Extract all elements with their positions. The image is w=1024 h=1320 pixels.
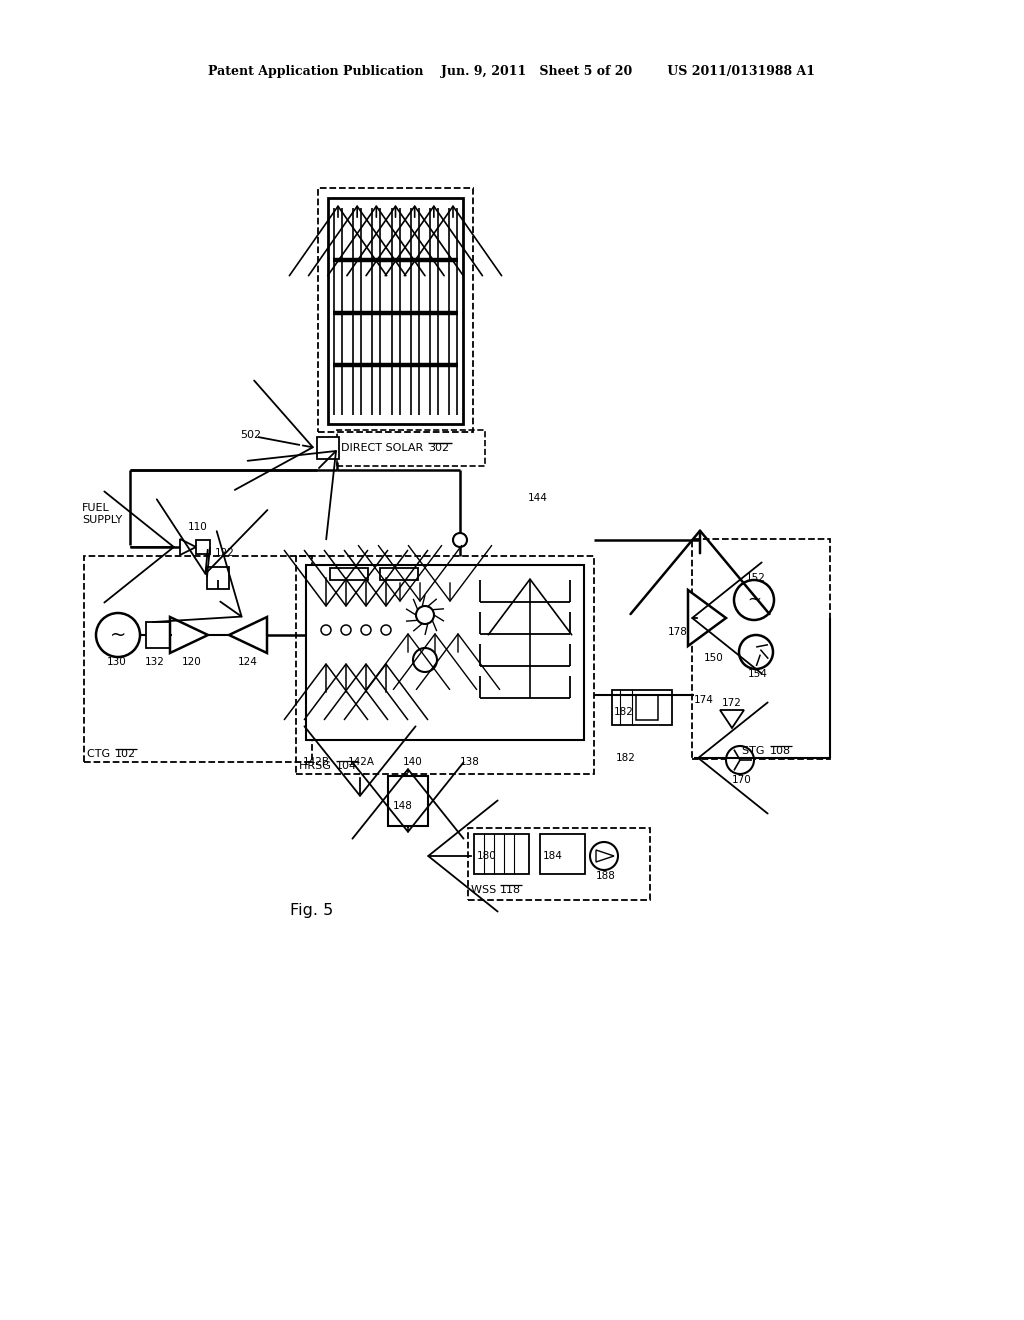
Text: Patent Application Publication    Jun. 9, 2011   Sheet 5 of 20        US 2011/01: Patent Application Publication Jun. 9, 2… (209, 66, 815, 78)
Text: 182: 182 (616, 752, 636, 763)
Bar (337, 430, 485, 466)
Text: FUEL: FUEL (82, 503, 110, 513)
Bar (317, 437, 339, 459)
Text: 142A: 142A (348, 756, 375, 767)
Circle shape (361, 624, 371, 635)
Circle shape (734, 579, 774, 620)
Polygon shape (170, 616, 208, 653)
Circle shape (726, 746, 754, 774)
Text: 150: 150 (705, 653, 724, 663)
Text: 104: 104 (336, 762, 357, 771)
Text: 152: 152 (746, 573, 766, 583)
Circle shape (381, 624, 391, 635)
Text: 132: 132 (145, 657, 165, 667)
Circle shape (321, 624, 331, 635)
Text: ~: ~ (746, 591, 761, 609)
Text: 108: 108 (770, 746, 792, 756)
Text: Fig. 5: Fig. 5 (290, 903, 333, 917)
Circle shape (413, 648, 437, 672)
Text: 120: 120 (182, 657, 202, 667)
Bar (380, 568, 418, 579)
Circle shape (341, 624, 351, 635)
Text: WSS: WSS (471, 884, 500, 895)
Circle shape (453, 533, 467, 546)
Polygon shape (720, 710, 744, 729)
Text: 184: 184 (543, 851, 563, 861)
Polygon shape (596, 850, 614, 862)
Circle shape (96, 612, 140, 657)
Bar (540, 834, 585, 874)
Bar (207, 568, 229, 589)
Bar (330, 568, 368, 579)
Text: 302: 302 (428, 444, 450, 453)
Circle shape (739, 635, 773, 669)
Text: 172: 172 (722, 698, 741, 708)
Text: ~: ~ (110, 626, 126, 644)
Bar (84, 556, 312, 762)
Text: DIRECT SOLAR: DIRECT SOLAR (341, 444, 427, 453)
Polygon shape (229, 616, 267, 653)
Text: 144: 144 (528, 492, 548, 503)
Bar (468, 828, 650, 900)
Bar (692, 539, 830, 759)
Text: 118: 118 (500, 884, 521, 895)
Text: 182: 182 (614, 708, 634, 717)
Text: 170: 170 (732, 775, 752, 785)
Text: HRSG: HRSG (299, 762, 335, 771)
Bar (474, 834, 529, 874)
Text: 502: 502 (240, 430, 261, 440)
Text: 188: 188 (596, 871, 615, 880)
Text: CTG: CTG (87, 748, 114, 759)
Bar (146, 622, 172, 648)
Text: 154: 154 (748, 669, 768, 678)
Text: 122: 122 (215, 548, 234, 558)
Polygon shape (688, 590, 726, 645)
Text: 180: 180 (477, 851, 497, 861)
Text: 130: 130 (106, 657, 127, 667)
Text: 178: 178 (668, 627, 688, 638)
Text: STG: STG (742, 746, 768, 756)
Polygon shape (180, 539, 196, 554)
Text: 124: 124 (238, 657, 258, 667)
Text: SUPPLY: SUPPLY (82, 515, 122, 525)
Bar (318, 187, 473, 432)
Text: 174: 174 (694, 696, 714, 705)
Bar (636, 696, 658, 719)
Text: 142B: 142B (303, 756, 330, 767)
Circle shape (416, 606, 434, 624)
Bar (328, 198, 463, 424)
Circle shape (590, 842, 618, 870)
Text: 148: 148 (393, 801, 413, 810)
Bar (306, 565, 584, 741)
Text: 140: 140 (403, 756, 423, 767)
Bar (196, 540, 210, 554)
Bar (388, 776, 428, 826)
Bar (612, 690, 672, 725)
Text: 110: 110 (188, 521, 208, 532)
Text: 138: 138 (460, 756, 480, 767)
Text: 102: 102 (115, 748, 136, 759)
Bar (296, 556, 594, 774)
